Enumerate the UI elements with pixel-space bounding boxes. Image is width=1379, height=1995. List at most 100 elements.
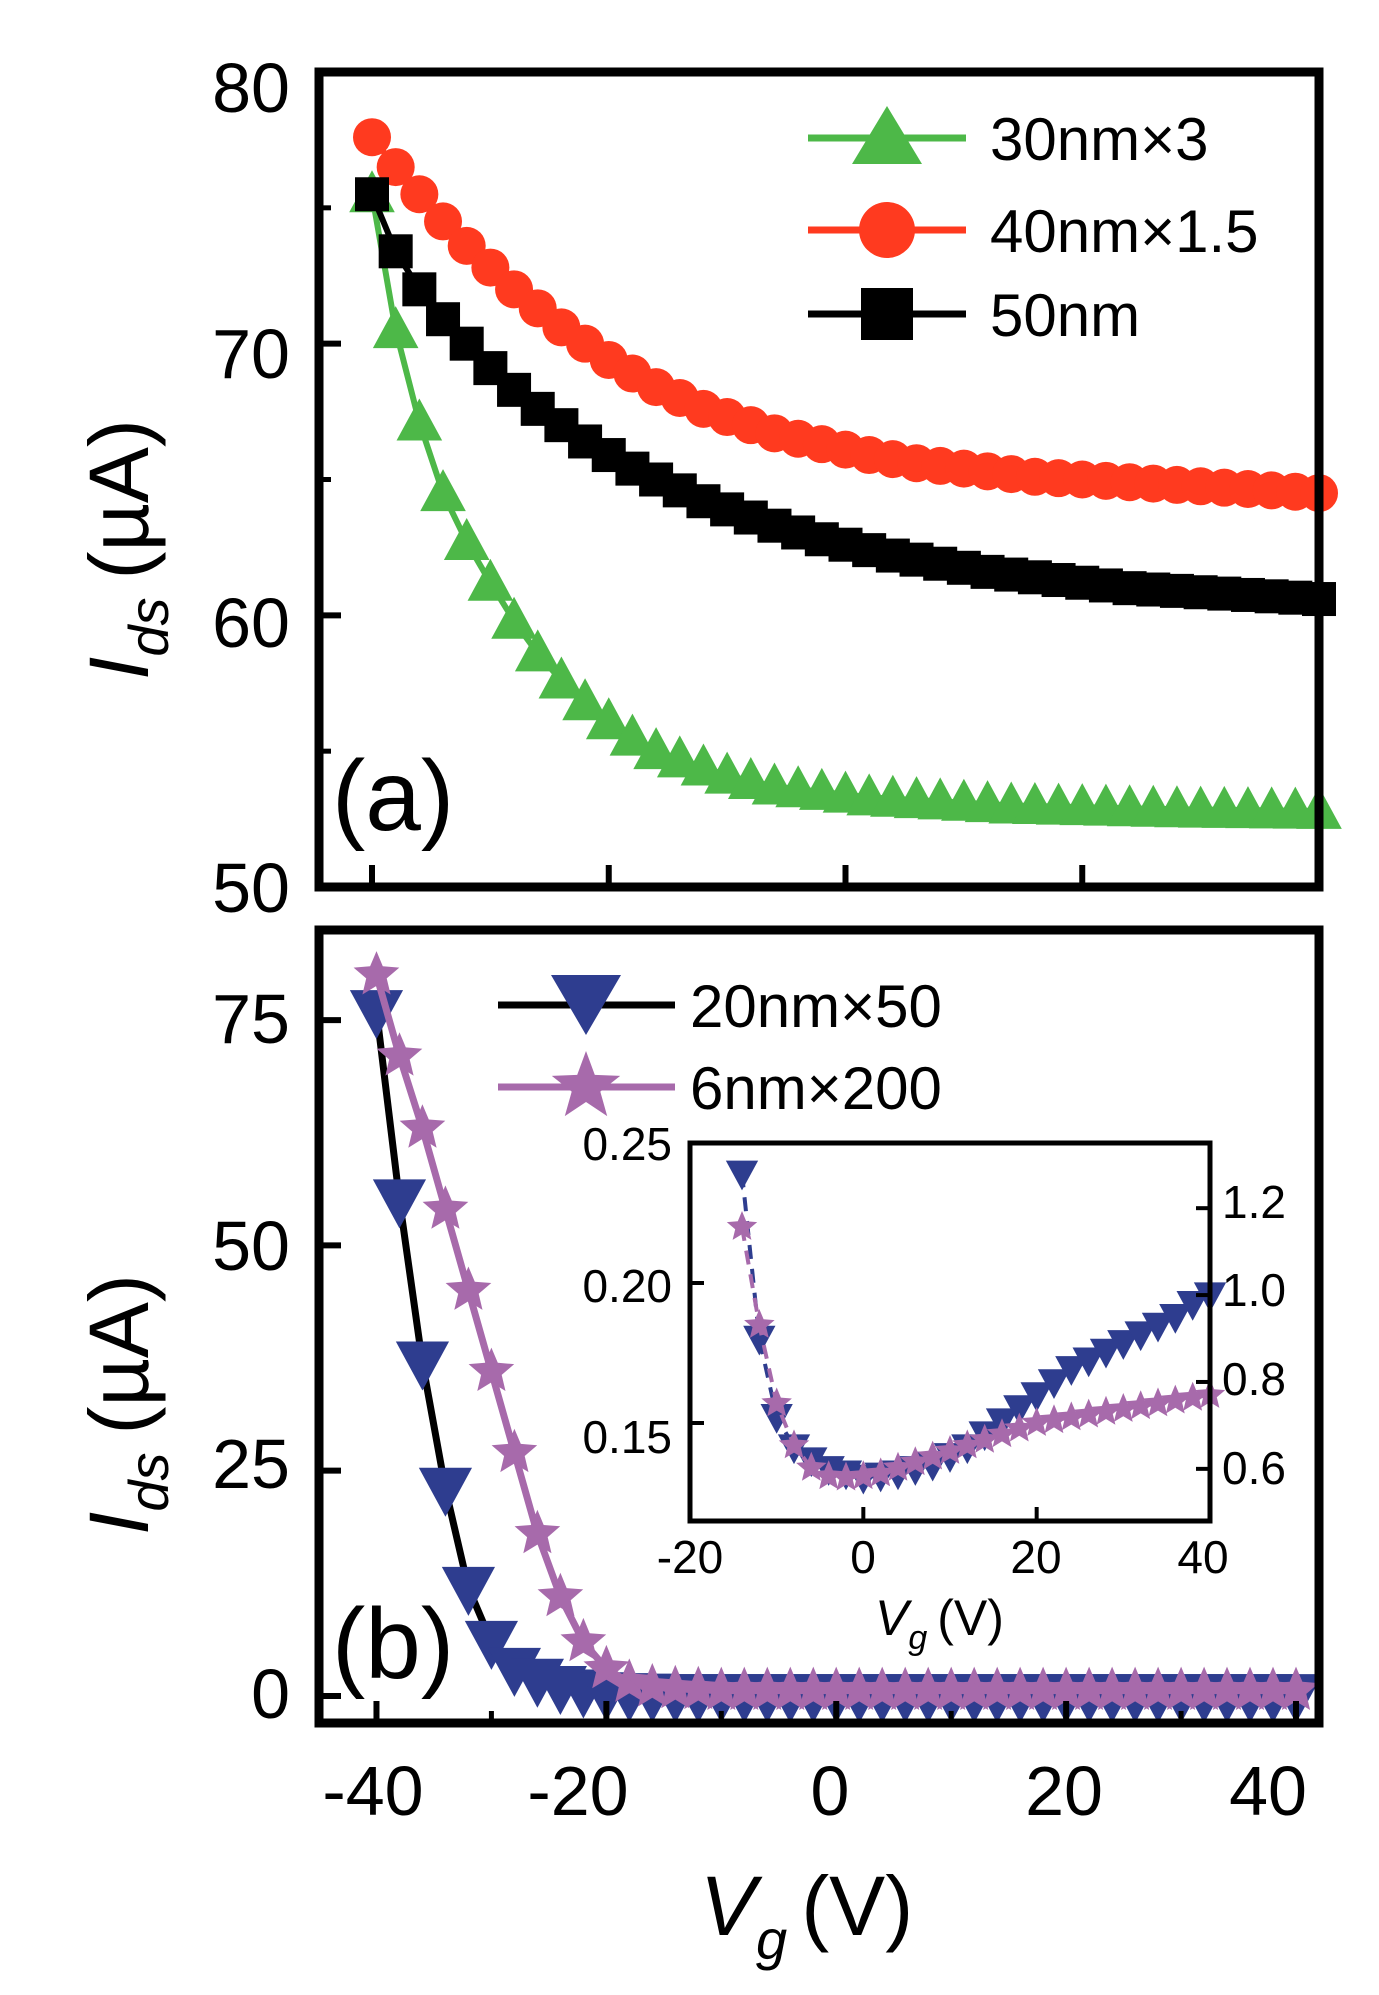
b-marker-6nm-200 (974, 1666, 1020, 1710)
b-marker-6nm-200 (813, 1666, 860, 1710)
b-marker-6nm-200 (491, 1428, 538, 1473)
inset-marker-20nm-50 (1072, 1347, 1105, 1378)
legend-label-40nm: 40nm×1.5 (990, 198, 1259, 265)
inset-marker-20nm-50 (725, 1160, 759, 1191)
b-ytick-label: 75 (212, 980, 290, 1058)
inset-xtick: -20 (657, 1531, 723, 1583)
panel-b-frame (314, 925, 1324, 1728)
b-marker-20nm-50 (418, 1467, 473, 1517)
a-marker-30nm-3 (443, 517, 490, 560)
a-ylabel-unit: (µA) (72, 419, 166, 579)
inset-marker-6nm-200 (952, 1429, 983, 1459)
b-marker-6nm-200 (1181, 1666, 1227, 1710)
b-marker-20nm-50 (441, 1566, 496, 1616)
inset-ytick-right: 0.6 (1222, 1442, 1286, 1494)
b-marker-6nm-200 (767, 1666, 814, 1710)
a-ylabel-sub: ds (117, 598, 180, 657)
b-marker-6nm-200 (1112, 1666, 1158, 1710)
b-xtick-label: 20 (1025, 1752, 1103, 1830)
inset-marker-20nm-50 (1037, 1369, 1071, 1399)
inset-marker-6nm-200 (969, 1423, 1000, 1453)
b-marker-6nm-200 (1135, 1666, 1181, 1710)
inset-ytick-left: 0.25 (582, 1118, 672, 1170)
panel-b: 0 25 50 75 -40 -20 0 20 40 (b) 20nm×50 6… (72, 925, 1324, 1971)
b-marker-6nm-200 (790, 1666, 837, 1710)
inset-series (725, 1160, 1227, 1495)
inset-frame (687, 1140, 1213, 1524)
b-marker-6nm-200 (422, 1185, 469, 1229)
inset-marker-20nm-50 (1124, 1321, 1157, 1352)
a-ytick-label: 60 (212, 584, 290, 662)
b-xtick-label: 40 (1229, 1752, 1307, 1830)
b-marker-6nm-200 (652, 1664, 699, 1709)
a-ytick-label: 70 (212, 315, 290, 393)
a-ytick-label: 50 (212, 849, 290, 927)
inset-marker-6nm-200 (1056, 1401, 1087, 1431)
b-marker-6nm-200 (1089, 1666, 1135, 1710)
a-marker-30nm-3 (467, 558, 514, 601)
inset-chart: 0.15 0.20 0.25 0.6 0.8 1.0 1.2 -20 0 20 … (582, 1118, 1285, 1657)
b-ylabel-sub: ds (117, 1453, 180, 1512)
b-marker-6nm-200 (629, 1663, 676, 1707)
b-marker-20nm-50 (372, 1179, 427, 1229)
legend-label-20nm: 20nm×50 (690, 973, 942, 1040)
panel-a: 50 60 70 80 (a) 30nm×3 40nm×1.5 50nm Ids… (72, 49, 1342, 927)
inset-marker-6nm-200 (830, 1461, 862, 1491)
inset-marker-6nm-200 (1177, 1381, 1208, 1411)
legend-marker-6nm (551, 1051, 621, 1117)
b-marker-6nm-200 (859, 1666, 905, 1710)
panel-b-tag: (b) (332, 1588, 454, 1700)
inset-marker-6nm-200 (1160, 1384, 1191, 1414)
b-marker-6nm-200 (514, 1509, 561, 1554)
legend-marker-20nm (551, 975, 621, 1035)
a-marker-50nm (378, 234, 413, 269)
legend-label-50nm: 50nm (990, 282, 1140, 349)
b-marker-6nm-200 (951, 1666, 997, 1710)
inset-marker-20nm-50 (1159, 1304, 1192, 1334)
a-marker-50nm (402, 272, 437, 307)
b-marker-6nm-200 (997, 1666, 1043, 1710)
b-marker-6nm-200 (675, 1665, 722, 1710)
inset-marker-20nm-50 (1055, 1356, 1088, 1386)
a-marker-30nm-3 (372, 306, 419, 349)
inset-marker-20nm-50 (1089, 1338, 1123, 1369)
legend-label-30nm: 30nm×3 (990, 106, 1209, 173)
a-ylabel-main: I (72, 657, 166, 680)
a-marker-40nm-1-5 (376, 148, 415, 187)
b-xlabel-sub: g (756, 1908, 787, 1971)
b-marker-6nm-200 (399, 1104, 446, 1148)
b-marker-6nm-200 (882, 1666, 928, 1710)
b-marker-6nm-200 (353, 951, 400, 995)
b-marker-6nm-200 (1020, 1666, 1066, 1710)
inset-marker-6nm-200 (761, 1387, 792, 1417)
b-marker-6nm-200 (1273, 1666, 1319, 1710)
inset-marker-6nm-200 (1021, 1407, 1052, 1436)
inset-ytick-left: 0.15 (582, 1411, 672, 1463)
b-marker-6nm-200 (1204, 1666, 1250, 1710)
a-marker-30nm-3 (514, 629, 561, 672)
b-marker-6nm-200 (744, 1666, 791, 1710)
inset-marker-6nm-200 (778, 1429, 810, 1459)
inset-ticks (688, 1141, 1212, 1521)
b-marker-20nm-50 (464, 1620, 519, 1670)
b-ytick-label: 25 (212, 1425, 290, 1503)
b-marker-20nm-50 (395, 1341, 450, 1391)
inset-marker-20nm-50 (1003, 1395, 1036, 1426)
legend-marker-30nm (852, 106, 922, 164)
inset-marker-6nm-200 (848, 1460, 879, 1490)
b-marker-6nm-200 (560, 1617, 607, 1662)
a-marker-30nm-3 (396, 398, 443, 441)
b-xtick-label: 0 (811, 1752, 850, 1830)
b-xlabel-unit: (V) (801, 1859, 913, 1953)
inset-marker-6nm-200 (900, 1446, 931, 1476)
a-marker-30nm-3 (491, 596, 537, 639)
b-marker-6nm-200 (1250, 1666, 1296, 1710)
legend-marker-40nm (859, 202, 915, 258)
inset-xtick: 40 (1177, 1531, 1228, 1583)
legend-marker-50nm (861, 288, 913, 340)
a-marker-40nm-1-5 (424, 202, 463, 241)
b-xtick-label: -40 (322, 1752, 423, 1830)
inset-marker-20nm-50 (1176, 1291, 1209, 1321)
inset-ytick-left: 0.20 (582, 1260, 672, 1312)
b-marker-6nm-200 (1227, 1666, 1273, 1710)
